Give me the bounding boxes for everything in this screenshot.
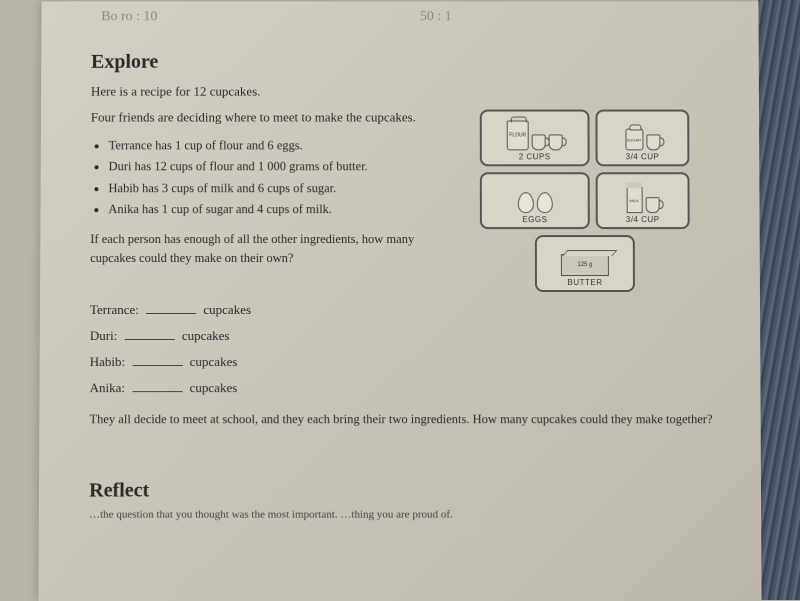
cup-icon <box>646 134 660 150</box>
cup-icon <box>532 134 546 150</box>
intro-text: Here is a recipe for 12 cupcakes. <box>91 84 719 100</box>
recipe-diagram: FLOUR 2 CUPS SUGAR 3/4 CUP <box>480 110 720 292</box>
butter-block-icon: 125 g <box>561 254 609 276</box>
flour-bag-icon: FLOUR <box>507 120 529 150</box>
milk-carton-icon: MILK <box>626 187 642 213</box>
ingredient-label: EGGS <box>522 215 547 224</box>
list-item: Duri has 12 cups of flour and 1 000 gram… <box>109 157 462 178</box>
fill-blank[interactable] <box>132 365 182 366</box>
answer-unit: cupcakes <box>182 328 230 343</box>
ingredient-label: BUTTER <box>567 278 602 287</box>
fill-blank[interactable] <box>146 313 196 314</box>
friend-list: Terrance has 1 cup of flour and 6 eggs. … <box>108 135 462 220</box>
cup-icon <box>645 197 659 213</box>
ingredient-milk: MILK 3/4 CUP <box>596 172 690 229</box>
list-item: Anika has 1 cup of sugar and 4 cups of m… <box>108 199 462 220</box>
heading-reflect: Reflect <box>89 479 721 502</box>
ingredient-sugar: SUGAR 3/4 CUP <box>595 110 689 167</box>
pencil-annotation-1: Bo ro : 10 <box>101 9 157 25</box>
answer-terrance: Terrance: cupcakes <box>90 302 720 318</box>
egg-icon <box>517 192 533 213</box>
ingredient-eggs: EGGS <box>480 172 590 229</box>
answer-name: Duri: <box>90 328 118 343</box>
answer-unit: cupcakes <box>190 380 238 395</box>
answer-unit: cupcakes <box>190 354 238 369</box>
list-item: Terrance has 1 cup of flour and 6 eggs. <box>109 135 462 156</box>
final-question: They all decide to meet at school, and t… <box>89 410 720 429</box>
answer-name: Anika: <box>90 380 125 395</box>
answer-anika: Anika: cupcakes <box>90 380 721 396</box>
text-column: Four friends are deciding where to meet … <box>90 110 462 292</box>
answer-name: Terrance: <box>90 302 139 317</box>
answer-unit: cupcakes <box>203 302 251 317</box>
ingredient-label: 2 CUPS <box>519 152 551 161</box>
setup-text: Four friends are deciding where to meet … <box>91 110 462 126</box>
ingredient-label: 3/4 CUP <box>626 152 660 161</box>
ingredient-label: 3/4 CUP <box>626 215 660 224</box>
cup-icon <box>549 134 563 150</box>
question-text: If each person has enough of all the oth… <box>90 230 462 267</box>
fill-blank[interactable] <box>132 391 182 392</box>
ingredient-butter: 125 g BUTTER <box>535 235 635 292</box>
egg-icon <box>536 192 552 213</box>
answer-habib: Habib: cupcakes <box>90 354 721 370</box>
cutoff-text: …the question that you thought was the m… <box>89 508 721 520</box>
sugar-jar-icon: SUGAR <box>625 128 643 150</box>
list-item: Habib has 3 cups of milk and 6 cups of s… <box>108 178 461 199</box>
fill-blank[interactable] <box>125 339 175 340</box>
worksheet-page: Bo ro : 10 50 : 1 Explore Here is a reci… <box>38 1 761 601</box>
answer-name: Habib: <box>90 354 125 369</box>
pencil-annotation-2: 50 : 1 <box>420 9 452 25</box>
content-row: Four friends are deciding where to meet … <box>90 110 720 292</box>
ingredient-flour: FLOUR 2 CUPS <box>480 110 590 167</box>
heading-explore: Explore <box>91 51 719 74</box>
answer-duri: Duri: cupcakes <box>90 328 720 344</box>
